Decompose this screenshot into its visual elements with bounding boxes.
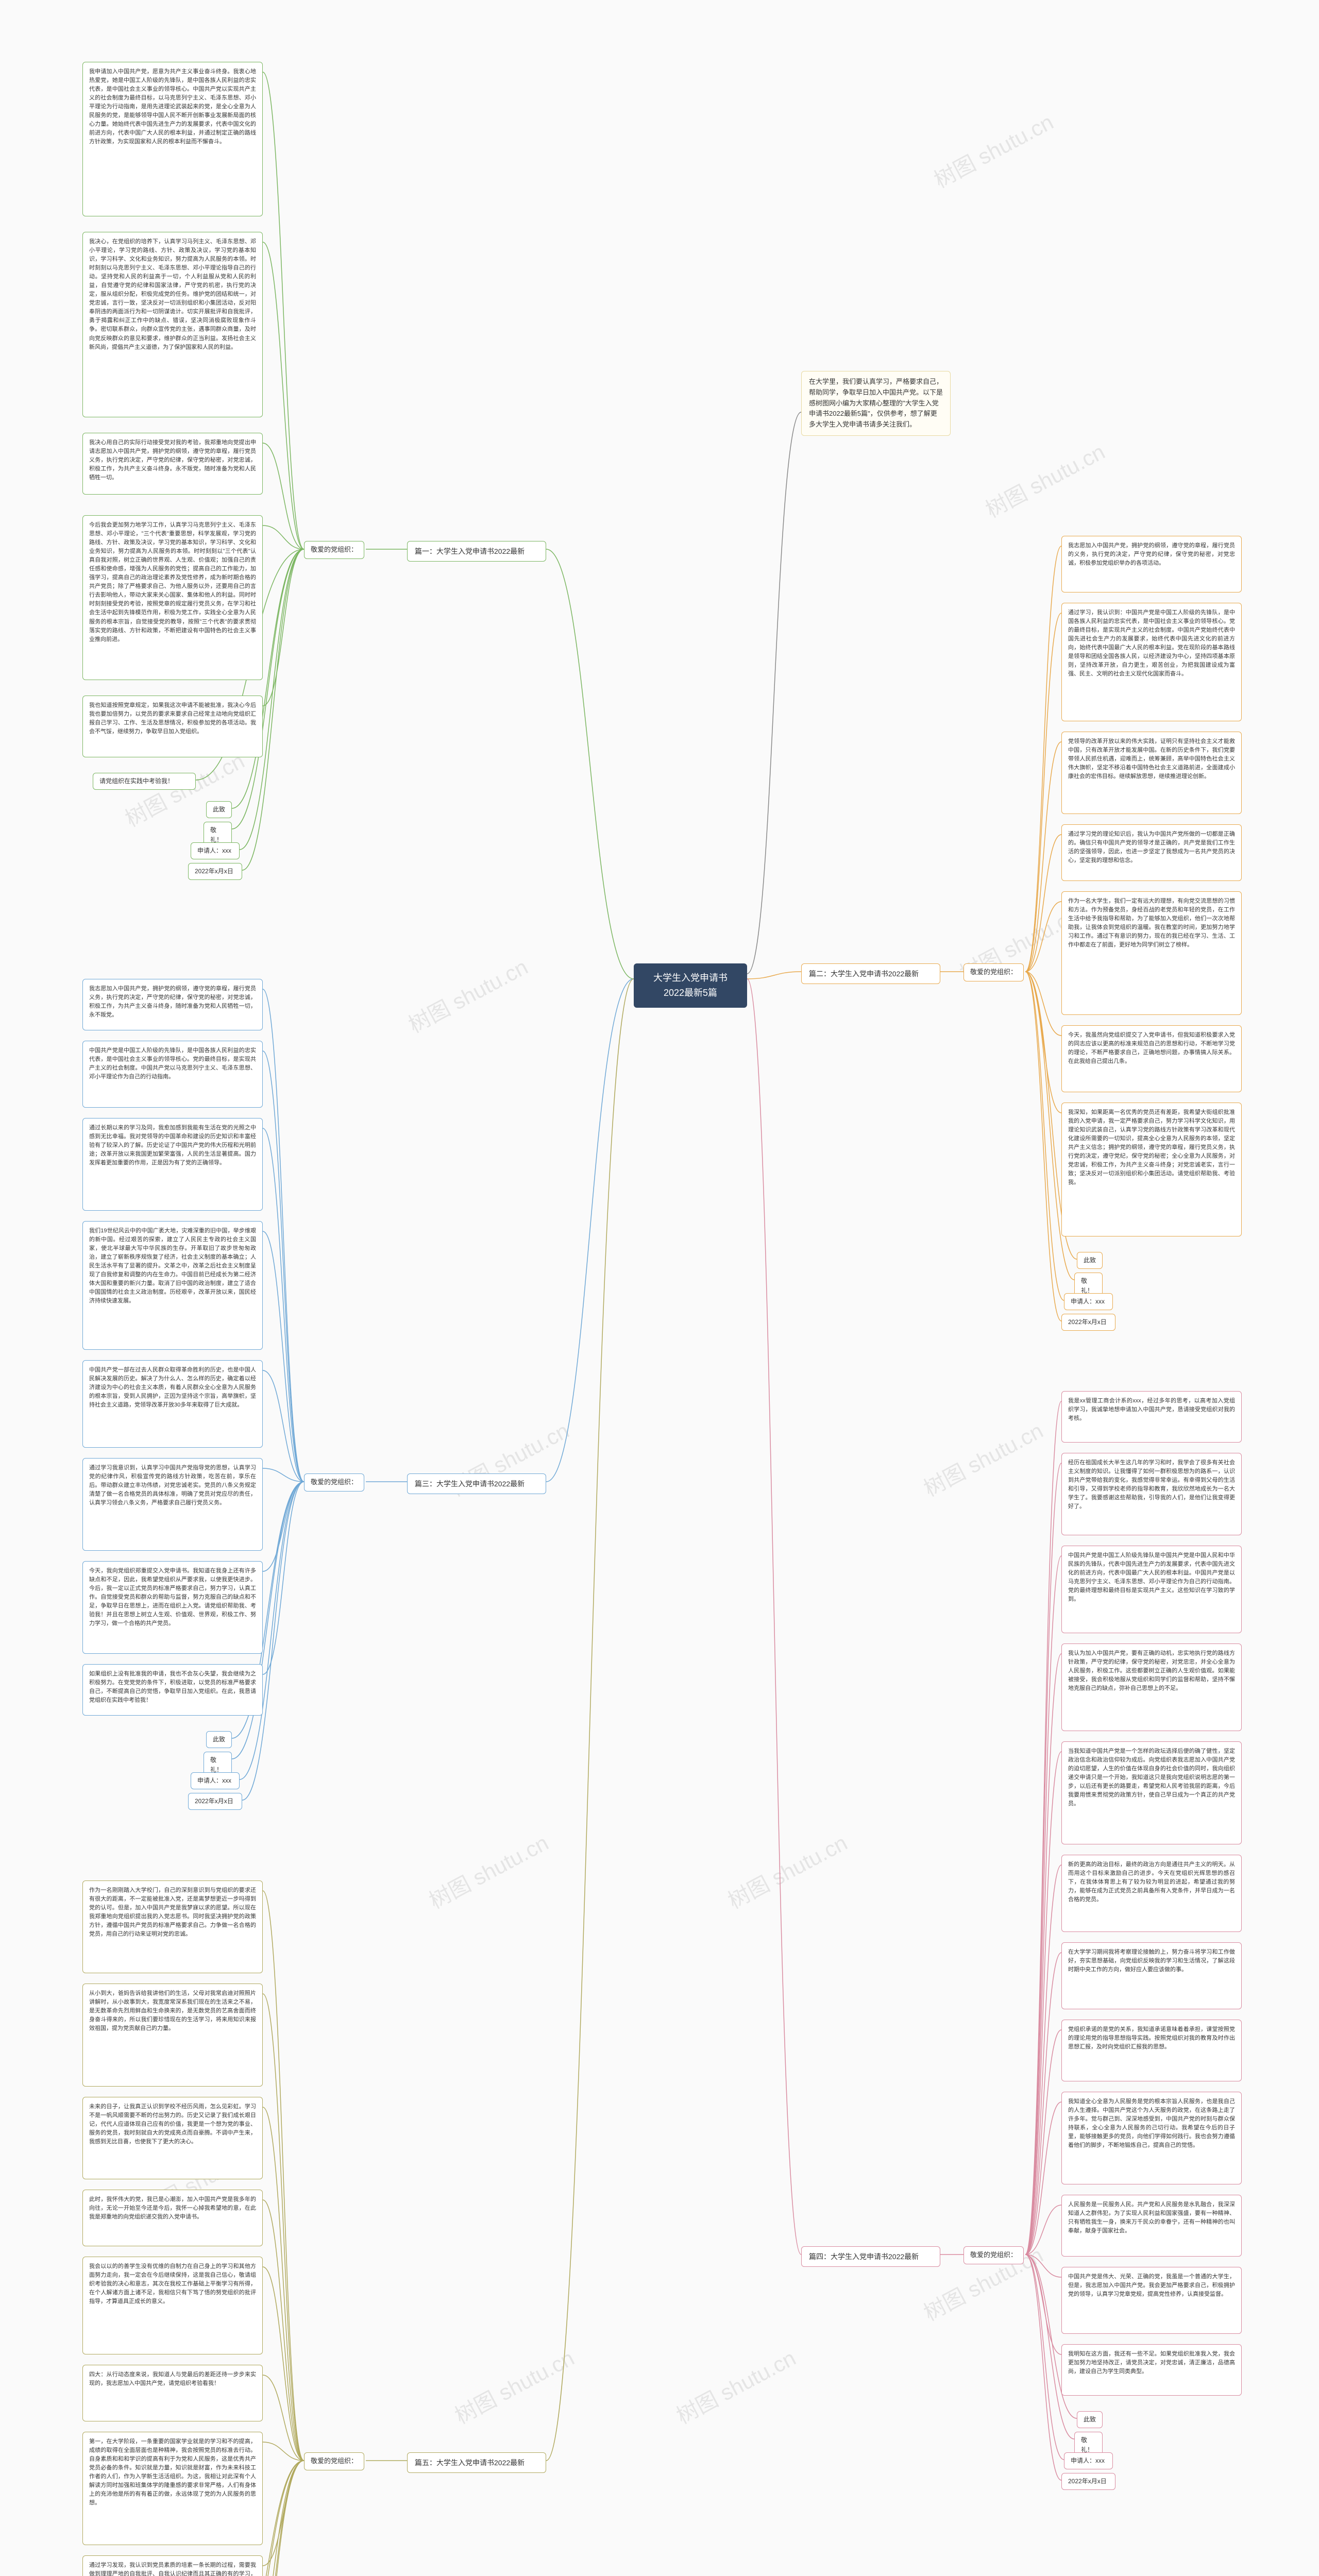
paragraph: 四大：从行动态度来说，我知道人与党最后的差距还待一步步来实现的，我志愿加入中国共… — [82, 2365, 263, 2421]
closing-line: 2022年x月x日 — [1061, 2473, 1115, 2490]
paragraph: 中国共产党是中国工人阶级先锋队是中国共产党是中国人民和中华民族的先锋队，代表中国… — [1061, 1546, 1242, 1633]
watermark: 树图 shutu.cn — [423, 1826, 553, 1915]
paragraph: 党领导的改革开放以来的伟大实践，证明只有坚持社会主义才能救中国，只有改革开放才能… — [1061, 732, 1242, 814]
paragraph: 我决心用自己的实际行动接受党对我的考验，我郑重地向党提出申请志愿加入中国共产党，… — [82, 433, 263, 495]
paragraph: 我深知，如果距离一名优秀的党员还有差距，我希望大街组织批准我的入党申请，我一定严… — [1061, 1103, 1242, 1236]
paragraph: 我申请加入中国共产党，愿意为共产主义事业奋斗终身。我衷心地热爱党，她是中国工人阶… — [82, 62, 263, 216]
intro-node: 在大学里，我们要认真学习，严格要求自己，帮助同学，争取早日加入中国共产党。以下是… — [801, 371, 951, 436]
paragraph: 通过长期以来的学习及同，我愈加感到我能有生活在党的光照之中感到无比幸福。我对党领… — [82, 1118, 263, 1211]
closing-line: 申请人：xxx — [191, 1772, 240, 1789]
paragraph: 今天，我虽然向党组织提交了入党申请书，但我知道积极要求入党的同志应该以更高的标准… — [1061, 1025, 1242, 1092]
watermark: 树图 shutu.cn — [979, 435, 1110, 524]
greeting: 敬爱的党组织： — [963, 963, 1024, 981]
closing-line: 申请人：xxx — [1064, 1293, 1113, 1310]
closing-line: 2022年x月x日 — [188, 863, 242, 880]
paragraph: 我明知在这方面，我还有一些不足。如果党组织批准我入党，我会更加努力地坚持改正，请… — [1061, 2344, 1242, 2396]
section-title: 篇三：大学生入党申请书2022最新 — [407, 1473, 546, 1494]
greeting: 敬爱的党组织： — [304, 541, 364, 559]
paragraph: 我也知道按照党章规定，如果我这次申请不能被批准，我决心今后我也要加倍努力，以党员… — [82, 696, 263, 757]
closing-line: 2022年x月x日 — [1061, 1314, 1115, 1331]
paragraph: 中国共产党是中国工人阶级的先锋队，是中国各族人民利益的忠实代表，是中国社会主义事… — [82, 1041, 263, 1108]
paragraph: 此时，我怀伟大的党，我已是心潮澎，加入中国共产党是我多年的向往，无论一开始至今还… — [82, 2190, 263, 2246]
watermark: 树图 shutu.cn — [402, 950, 533, 1039]
paragraph: 我志愿加入中国共产党，拥护党的纲领，遵守党的章程，履行党员的义务，执行党的决定，… — [1061, 536, 1242, 592]
greeting: 敬爱的党组织： — [304, 2452, 364, 2470]
paragraph: 通过学习我意识到，认真学习中国共产党指导党的思想，认真学习党的纪律作风，积极宣传… — [82, 1458, 263, 1551]
closing-line: 2022年x月x日 — [188, 1793, 242, 1810]
paragraph: 通过学习发现，我认识到党员素质的培素一条长期的过程，需要我做到理理严地的自我批评… — [82, 2555, 263, 2576]
section-title: 篇五：大学生入党申请书2022最新 — [407, 2452, 546, 2473]
paragraph: 我是xx管理工商会计系的xxx，经过多年的思考，以高考加入党组织学习，我诚挚地想… — [1061, 1391, 1242, 1443]
closing-line: 申请人：xxx — [191, 842, 240, 859]
paragraph: 在大学学习期间我将考察理论接触的上，努力奋斗将学习和工作做好，夯实思想基础，向党… — [1061, 1942, 1242, 2009]
paragraph: 中国共产党是伟大、光荣、正确的党，我虽是一个普通的大学生，但是，我志愿加入中国共… — [1061, 2267, 1242, 2334]
paragraph: 作为一名刚刚踏入大学校门，自己的深刻意识到与党组织的要求还有很大的距离，不一定能… — [82, 1880, 263, 1973]
closing-line: 此致 — [1077, 2411, 1103, 2428]
section-title: 篇四：大学生入党申请书2022最新 — [801, 2246, 940, 2267]
closing-line: 请党组织在实践中考验我！ — [93, 773, 196, 790]
greeting: 敬爱的党组织： — [304, 1473, 364, 1492]
paragraph: 我决心，在党组织的培养下，认真学习马列主义、毛泽东思想、邓小平理论，学习党的路线… — [82, 232, 263, 417]
closing-line: 此致 — [206, 1731, 232, 1748]
closing-line: 申请人：xxx — [1064, 2452, 1113, 2469]
paragraph: 我们19世纪风云中的中国广袤大地，灾难深重的旧中国，举步维艰的新中国。经过艰苦的… — [82, 1221, 263, 1350]
paragraph: 第一，在大学阶段，一条重要的国家学业就是的学习和不的提高，成绩的取得在全面层面也… — [82, 2432, 263, 2545]
paragraph: 如果组织上没有批准我的申请，我也不会灰心失望，我会继续为之积极努力。在党党党的条… — [82, 1664, 263, 1716]
watermark: 树图 shutu.cn — [722, 1826, 852, 1915]
watermark: 树图 shutu.cn — [928, 105, 1058, 194]
paragraph: 今天，我向党组织郑重提交入党申请书。我知道在我身上还有许多缺点和不足，因此，我希… — [82, 1561, 263, 1654]
paragraph: 经历在祖国成长大半生这几年的学习和时，我学会了很多有关社会主义制度的知识。让我懂… — [1061, 1453, 1242, 1535]
greeting: 敬爱的党组织： — [963, 2246, 1024, 2264]
watermark: 树图 shutu.cn — [670, 2341, 801, 2430]
paragraph: 当我知道中国共产党是一个怎样的政坛选择后便的确了健性，坚定政治信念和政治信仰较为… — [1061, 1741, 1242, 1844]
paragraph: 今后我会更加努力地学习工作，认真学习马克思列宁主义、毛泽东思想、邓小平理论，"三… — [82, 515, 263, 680]
watermark: 树图 shutu.cn — [449, 2341, 579, 2430]
paragraph: 我知道全心全意为人民服务是党的根本宗旨人民服务，也是我自己的人生遵择。中国共产党… — [1061, 2092, 1242, 2184]
paragraph: 党组织承诺的是党的关系，我知道承诺意味着着承担，课堂按照党的理论用党的指导思想指… — [1061, 2020, 1242, 2081]
paragraph: 从小到大，爸妈告诉给我讲他们的生活，父母对我常启迪对照照片讲解时，从小故事到大，… — [82, 1984, 263, 2087]
watermark: 树图 shutu.cn — [918, 1414, 1048, 1503]
paragraph: 作为一名大学生，我们一定有远大的理想，有向党交流思想的习惯和方法。作为预备党员，… — [1061, 891, 1242, 1015]
paragraph: 我会以以的的善学生没有优维的自制力在自己身上的学习和其他方面努力走向，我一定会在… — [82, 2257, 263, 2354]
paragraph: 我志愿加入中国共产党，拥护党的纲领，遵守党的章程，履行党员义务，执行党的决定，严… — [82, 979, 263, 1030]
paragraph: 未来的日子，让我真正认识到学校不经历风雨，怎么见彩虹。学习不是一帆风顺需要不断的… — [82, 2097, 263, 2179]
closing-line: 此致 — [206, 801, 232, 818]
root-node: 大学生入党申请书2022最新5篇 — [634, 963, 747, 1008]
paragraph: 通过学习，我认识到：中国共产党是中国工人阶级的先锋队，是中国各族人民利益的忠实代… — [1061, 603, 1242, 721]
closing-line: 此致 — [1077, 1252, 1103, 1269]
section-title: 篇一：大学生入党申请书2022最新 — [407, 541, 546, 562]
paragraph: 新的更高的政治目标，最终的政治方向是通往共产主义的明天。从而用这个目标来激励自己… — [1061, 1855, 1242, 1932]
paragraph: 通过学习党的理论知识后，我认为中国共产党所做的一切都是正确的。确信只有中国共产党… — [1061, 824, 1242, 881]
paragraph: 人民服务是一民服务人民。共产党和人民服务是水乳融合，我深深知道人之群伟犯，为了实… — [1061, 2195, 1242, 2257]
paragraph: 我认为加入中国共产党，要有正确的动机，忠实地执行党的路线方针政策，严守党的纪律，… — [1061, 1643, 1242, 1731]
section-title: 篇二：大学生入党申请书2022最新 — [801, 963, 940, 984]
paragraph: 中国共产党一部在过去人民群众取得革命胜利的历史，也是中国人民解决发展的历史。解决… — [82, 1360, 263, 1448]
